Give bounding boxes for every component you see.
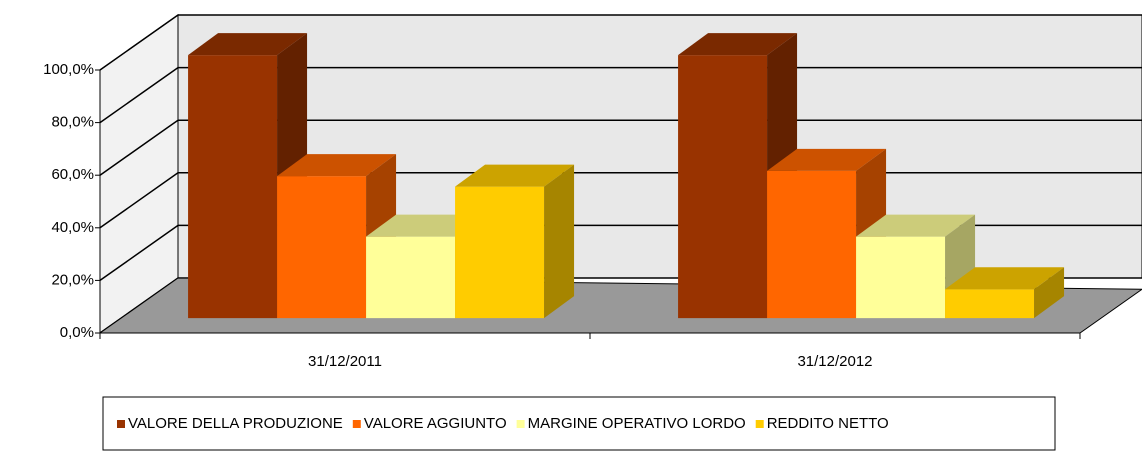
bar-front xyxy=(188,55,278,319)
legend-marker xyxy=(755,420,764,428)
grid-line xyxy=(99,119,1142,176)
bar xyxy=(455,164,575,319)
legend-marker xyxy=(516,420,525,428)
legend: VALORE DELLA PRODUZIONE VALORE AGGIUNTO MA… xyxy=(102,396,1056,451)
y-tick-label: 60,0% xyxy=(51,166,94,183)
bar-top xyxy=(767,148,887,171)
legend-label: VALORE DELLA PRODUZIONE xyxy=(128,415,343,432)
legend-marker xyxy=(117,420,125,428)
y-tick-label: 80,0% xyxy=(51,114,94,131)
bar-top xyxy=(856,214,976,237)
y-tick-label: 20,0% xyxy=(51,271,94,288)
left-wall xyxy=(99,14,179,334)
bar-front xyxy=(455,186,545,319)
bar-top xyxy=(455,164,575,187)
x-tick-label: 31/12/2011 xyxy=(308,353,382,370)
legend-marker xyxy=(352,420,361,428)
x-tick-label: 31/12/2012 xyxy=(797,353,872,370)
bar-front xyxy=(277,176,367,319)
y-tick-label: 100,0% xyxy=(43,61,94,78)
legend-label: REDDITO NETTO xyxy=(767,415,889,432)
bar-front xyxy=(678,55,768,319)
bar-front xyxy=(366,236,456,319)
grid-line xyxy=(99,14,1142,71)
bar-front xyxy=(945,289,1035,319)
bar-top xyxy=(277,154,397,177)
bar-front xyxy=(767,170,857,319)
bar-side xyxy=(544,164,575,319)
y-tick-label: 0,0% xyxy=(60,324,94,341)
grid-line xyxy=(99,66,1142,124)
bar xyxy=(945,267,1065,319)
bar-side xyxy=(1034,267,1065,319)
bar-top xyxy=(678,33,798,56)
bar-top xyxy=(188,33,308,56)
bar-top xyxy=(945,267,1065,290)
legend-label: MARGINE OPERATIVO LORDO xyxy=(528,415,746,432)
y-tick-label: 40,0% xyxy=(51,219,94,236)
bar-front xyxy=(856,236,946,319)
legend-box xyxy=(102,396,1056,451)
legend-label: VALORE AGGIUNTO xyxy=(364,415,507,432)
